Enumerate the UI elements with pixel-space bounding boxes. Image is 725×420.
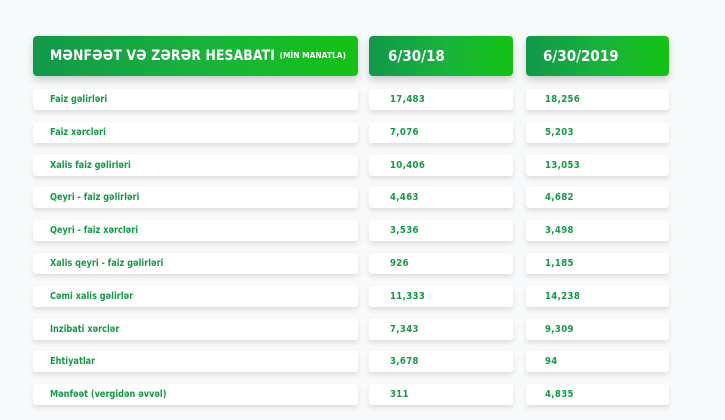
- value-2018: 7,343: [390, 324, 419, 335]
- value-2019: 4,835: [545, 389, 574, 400]
- table-row-8-row-label-cell: İnzibati xərclər: [33, 319, 358, 340]
- table-header-title: MƏNFƏƏT VƏ ZƏRƏR HESABATI (MİN MANATLA): [33, 36, 358, 76]
- table-row-7-row-label-cell: Cəmi xalis gəlirlər: [33, 286, 358, 307]
- value-2018: 3,536: [390, 225, 419, 236]
- value-2019: 9,309: [545, 324, 574, 335]
- column-header-2019: 6/30/2019: [526, 36, 669, 76]
- table-row-2-row-label-cell: Faiz xərcləri: [33, 122, 358, 143]
- value-2019: 94: [545, 356, 558, 367]
- table-row-6-value-2018-cell: 926: [369, 253, 513, 274]
- table-row-9-row-label-cell: Ehtiyatlar: [33, 351, 358, 372]
- value-2019: 14,238: [545, 291, 581, 302]
- table-row-3-value-2018-cell: 10,406: [369, 155, 513, 176]
- table-row-6-row-label-cell: Xalis qeyri - faiz gəlirləri: [33, 253, 358, 274]
- column-header-2018-label: 6/30/18: [388, 47, 445, 65]
- value-2018: 311: [390, 389, 409, 400]
- row-label: Ehtiyatlar: [50, 356, 96, 367]
- table-row-7-value-2019-cell: 14,238: [526, 286, 669, 307]
- table-row-4-value-2019-cell: 4,682: [526, 187, 669, 208]
- row-label: Xalis qeyri - faiz gəlirləri: [50, 258, 164, 269]
- table-row-10-value-2018-cell: 311: [369, 384, 513, 405]
- row-label: Faiz gəlirləri: [50, 94, 108, 105]
- value-2018: 7,076: [390, 127, 419, 138]
- table-row-3-value-2019-cell: 13,053: [526, 155, 669, 176]
- column-header-2018: 6/30/18: [369, 36, 513, 76]
- table-row-5-value-2019-cell: 3,498: [526, 220, 669, 241]
- value-2019: 1,185: [545, 258, 574, 269]
- value-2019: 4,682: [545, 192, 574, 203]
- value-2018: 10,406: [390, 160, 426, 171]
- row-label: Faiz xərcləri: [50, 127, 106, 138]
- table-row-1-value-2019-cell: 18,256: [526, 89, 669, 110]
- value-2018: 926: [390, 258, 409, 269]
- row-label: İnzibati xərclər: [50, 324, 120, 335]
- table-row-1-row-label-cell: Faiz gəlirləri: [33, 89, 358, 110]
- unit-label: (MİN MANATLA): [279, 51, 346, 60]
- value-2019: 18,256: [545, 94, 581, 105]
- table-row-4-value-2018-cell: 4,463: [369, 187, 513, 208]
- value-2019: 5,203: [545, 127, 574, 138]
- table-row-8-value-2018-cell: 7,343: [369, 319, 513, 340]
- value-2018: 17,483: [390, 94, 426, 105]
- table-row-8-value-2019-cell: 9,309: [526, 319, 669, 340]
- row-label: Qeyri - faiz xərcləri: [50, 225, 139, 236]
- table-row-10-row-label-cell: Mənfəət (vergidən əvvəl): [33, 384, 358, 405]
- table-row-2-value-2019-cell: 5,203: [526, 122, 669, 143]
- table-row-4-row-label-cell: Qeyri - faiz gəlirləri: [33, 187, 358, 208]
- table-title: MƏNFƏƏT VƏ ZƏRƏR HESABATI: [50, 48, 275, 64]
- table-row-5-value-2018-cell: 3,536: [369, 220, 513, 241]
- value-2018: 11,333: [390, 291, 426, 302]
- value-2019: 3,498: [545, 225, 574, 236]
- row-label: Qeyri - faiz gəlirləri: [50, 192, 140, 203]
- table-row-9-value-2018-cell: 3,678: [369, 351, 513, 372]
- table-row-9-value-2019-cell: 94: [526, 351, 669, 372]
- row-label: Cəmi xalis gəlirlər: [50, 291, 134, 302]
- value-2019: 13,053: [545, 160, 581, 171]
- column-header-2019-label: 6/30/2019: [543, 47, 619, 65]
- table-row-6-value-2019-cell: 1,185: [526, 253, 669, 274]
- table-row-1-value-2018-cell: 17,483: [369, 89, 513, 110]
- value-2018: 4,463: [390, 192, 419, 203]
- table-row-10-value-2019-cell: 4,835: [526, 384, 669, 405]
- table-row-5-row-label-cell: Qeyri - faiz xərcləri: [33, 220, 358, 241]
- table-row-7-value-2018-cell: 11,333: [369, 286, 513, 307]
- table-row-2-value-2018-cell: 7,076: [369, 122, 513, 143]
- table-row-3-row-label-cell: Xalis faiz gəlirləri: [33, 155, 358, 176]
- row-label: Mənfəət (vergidən əvvəl): [50, 389, 167, 400]
- value-2018: 3,678: [390, 356, 419, 367]
- row-label: Xalis faiz gəlirləri: [50, 160, 131, 171]
